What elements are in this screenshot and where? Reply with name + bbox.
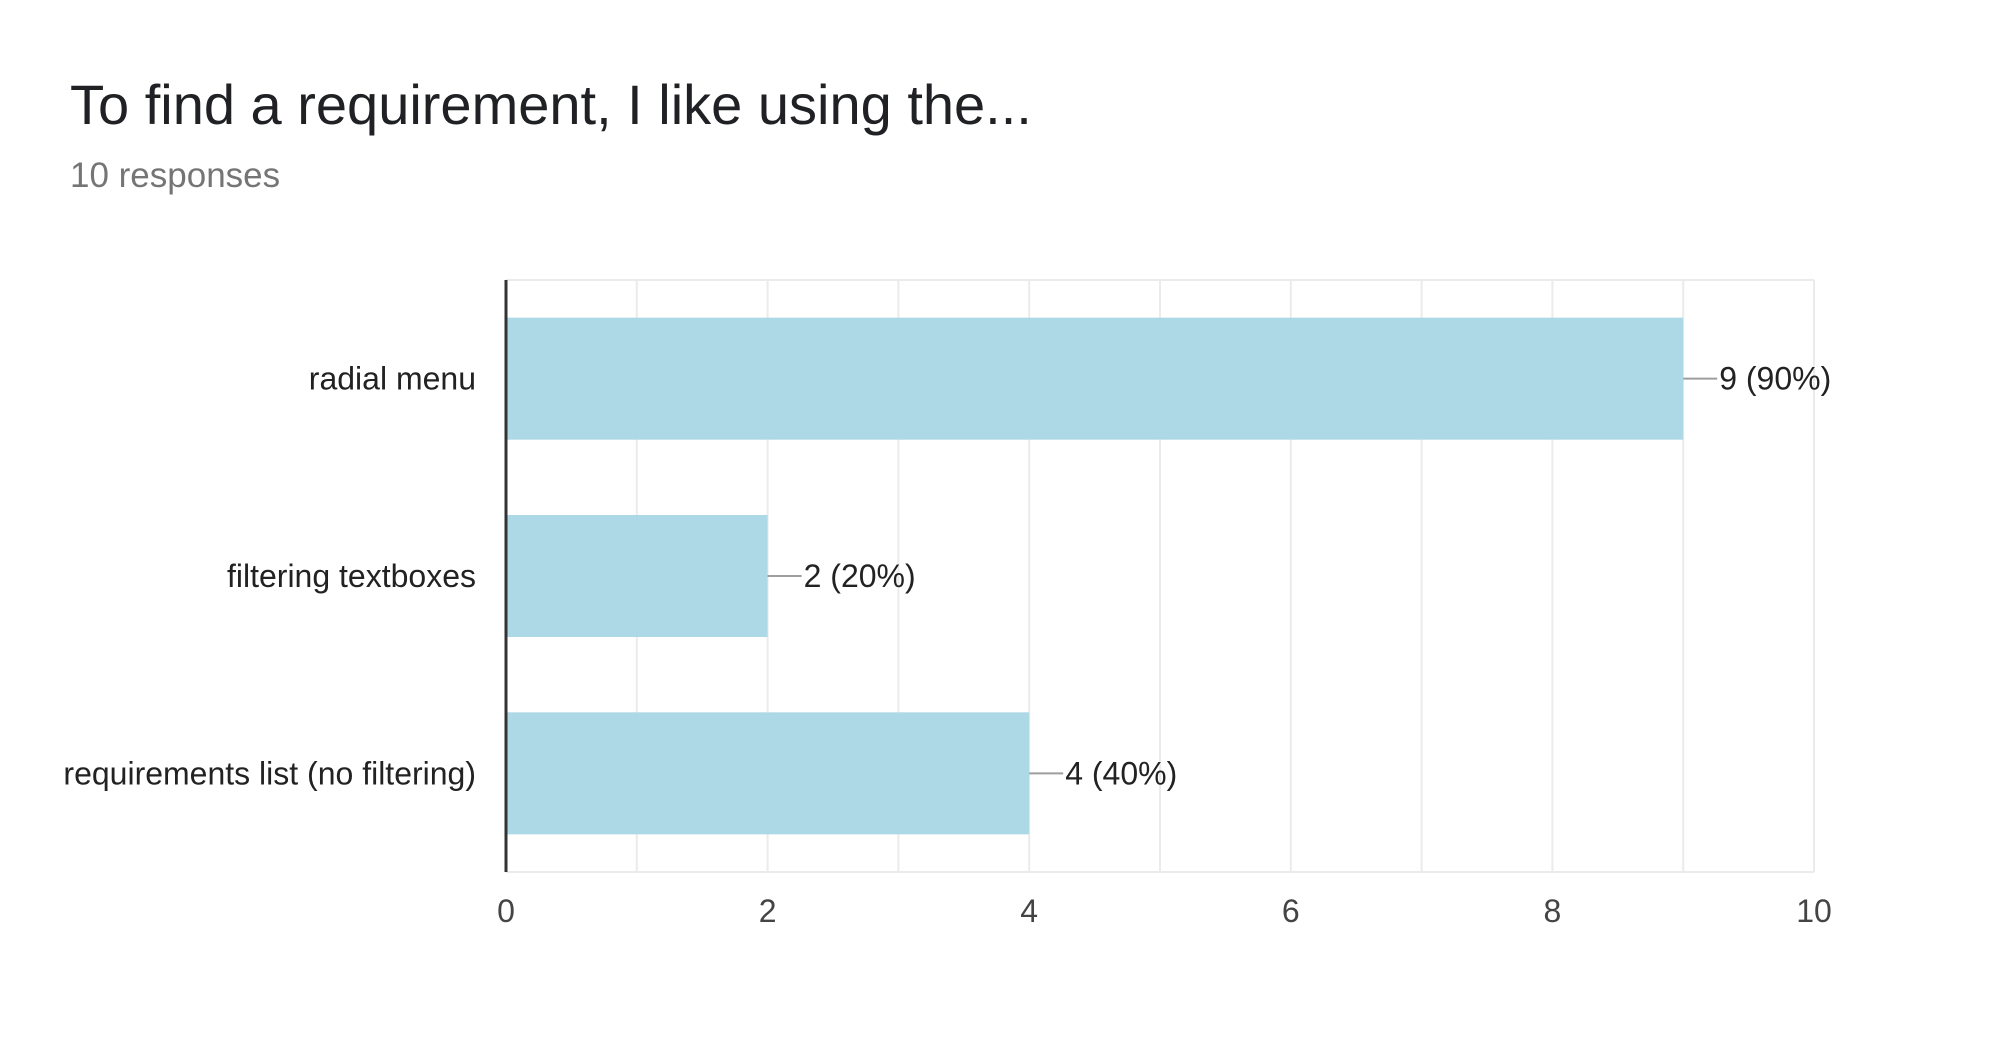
response-count: 10 responses xyxy=(70,156,281,195)
labels: radial menu 9 (90%) filtering textboxes 2 (… xyxy=(63,361,1831,792)
axes: 0 2 4 6 8 10 xyxy=(497,280,1832,929)
x-tick-label: 8 xyxy=(1544,893,1562,929)
value-label: 4 (40%) xyxy=(1065,755,1177,791)
category-label: requirements list (no filtering) xyxy=(63,755,476,791)
x-tick-label: 0 xyxy=(497,893,515,929)
bar-2 xyxy=(506,515,768,637)
bar-1 xyxy=(506,317,1684,440)
x-tick-label: 2 xyxy=(759,893,777,929)
x-tick-label: 10 xyxy=(1796,893,1832,929)
x-tick-label: 6 xyxy=(1282,893,1300,929)
value-label: 2 (20%) xyxy=(804,558,916,594)
bar-3 xyxy=(506,712,1030,835)
category-label: filtering textboxes xyxy=(227,558,476,594)
value-label: 9 (90%) xyxy=(1719,361,1831,397)
category-label: radial menu xyxy=(309,361,476,397)
bars xyxy=(506,317,1684,835)
x-tick-label: 4 xyxy=(1020,893,1038,929)
chart-title: To find a requirement, I like using the.… xyxy=(70,73,1032,136)
